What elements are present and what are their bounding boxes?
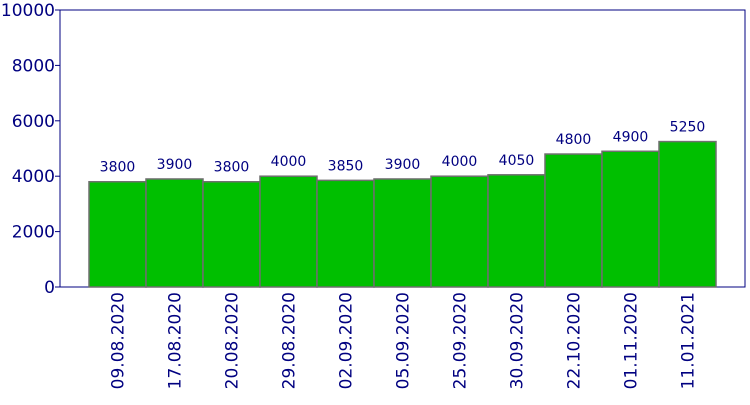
data-label: 4050 bbox=[499, 153, 535, 169]
y-tick-label: 8000 bbox=[12, 56, 55, 76]
y-tick-label: 6000 bbox=[12, 112, 55, 132]
bar bbox=[202, 180, 261, 288]
bar bbox=[430, 175, 489, 288]
x-tick-label: 20.08.2020 bbox=[223, 292, 243, 389]
bar bbox=[316, 179, 375, 288]
data-label: 5250 bbox=[670, 120, 706, 136]
bar bbox=[601, 150, 660, 288]
x-tick-label: 11.01.2021 bbox=[679, 292, 699, 389]
x-tick-label: 09.08.2020 bbox=[109, 292, 129, 389]
bar bbox=[373, 178, 432, 288]
y-tick-label: 10000 bbox=[1, 1, 55, 21]
bar bbox=[487, 174, 546, 288]
data-label: 3850 bbox=[328, 158, 364, 174]
x-tick-label: 17.08.2020 bbox=[166, 292, 186, 389]
x-tick-label: 05.09.2020 bbox=[394, 292, 414, 389]
y-tick-label: 4000 bbox=[12, 167, 55, 187]
bar bbox=[658, 140, 717, 288]
bar bbox=[544, 153, 603, 288]
x-tick-label: 29.08.2020 bbox=[280, 292, 300, 389]
bar bbox=[145, 178, 204, 288]
data-label: 3900 bbox=[385, 157, 421, 173]
y-tick-label: 0 bbox=[44, 278, 55, 298]
x-tick-label: 30.09.2020 bbox=[508, 292, 528, 389]
data-label: 4000 bbox=[271, 154, 307, 170]
data-label: 3800 bbox=[100, 160, 136, 176]
data-label: 3900 bbox=[157, 157, 193, 173]
data-label: 4800 bbox=[556, 132, 592, 148]
x-tick-label: 02.09.2020 bbox=[337, 292, 357, 389]
data-label: 4000 bbox=[442, 154, 478, 170]
y-tick-label: 2000 bbox=[12, 223, 55, 243]
x-tick-label: 22.10.2020 bbox=[565, 292, 585, 389]
bar bbox=[88, 180, 147, 288]
x-tick-label: 25.09.2020 bbox=[451, 292, 471, 389]
bar bbox=[259, 175, 318, 288]
data-label: 3800 bbox=[214, 160, 250, 176]
data-label: 4900 bbox=[613, 129, 649, 145]
x-tick-label: 01.11.2020 bbox=[622, 292, 642, 389]
